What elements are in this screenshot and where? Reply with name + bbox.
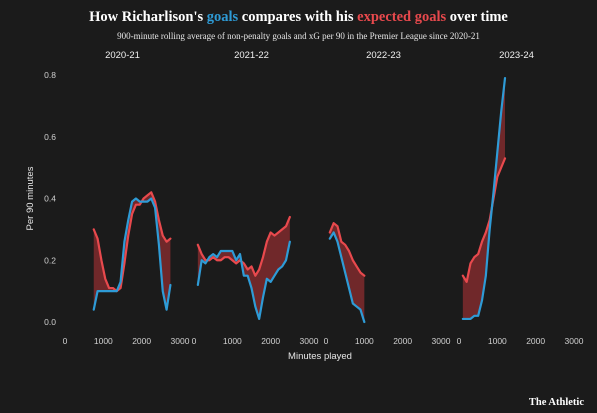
x-axis-label: Minutes played bbox=[288, 351, 352, 362]
title-goals-word: goals bbox=[206, 9, 239, 25]
title-suffix: over time bbox=[446, 9, 508, 25]
title-prefix: How Richarlison's bbox=[89, 9, 207, 25]
goals-series-line bbox=[196, 240, 291, 321]
y-tick-label: 0.6 bbox=[44, 132, 56, 142]
x-tick-label: 1000 bbox=[223, 336, 242, 346]
brand-logo: The Athletic bbox=[528, 397, 584, 408]
x-tick-label: 0 bbox=[192, 336, 197, 346]
season-label: 2022-23 bbox=[366, 50, 401, 61]
goals-xg-gap-area bbox=[329, 223, 365, 322]
season-label: 2021-22 bbox=[234, 50, 269, 61]
x-tick-label: 1000 bbox=[355, 336, 374, 346]
x-tick-label: 2000 bbox=[526, 336, 545, 346]
x-tick-label: 1000 bbox=[94, 336, 113, 346]
xg-series-line bbox=[196, 215, 291, 277]
x-tick-label: 1000 bbox=[488, 336, 507, 346]
xg-series-line bbox=[328, 222, 366, 277]
x-tick-label: 2000 bbox=[261, 336, 280, 346]
x-tick-label: 0 bbox=[457, 336, 462, 346]
season-label: 2023-24 bbox=[499, 50, 534, 61]
x-tick-label: 3000 bbox=[565, 336, 584, 346]
goals-series-line bbox=[461, 76, 507, 321]
y-tick-label: 0.4 bbox=[44, 194, 56, 204]
x-tick-label: 0 bbox=[63, 336, 68, 346]
xg-series-line bbox=[461, 157, 507, 283]
goals-series-line bbox=[92, 197, 172, 311]
y-tick-label: 0.2 bbox=[44, 255, 56, 265]
x-tick-label: 3000 bbox=[432, 336, 451, 346]
x-tick-label: 2000 bbox=[132, 336, 151, 346]
x-tick-label: 0 bbox=[324, 336, 329, 346]
y-tick-label: 0.0 bbox=[44, 317, 56, 327]
y-tick-label: 0.8 bbox=[44, 70, 56, 80]
goals-xg-gap-area bbox=[197, 217, 290, 319]
x-tick-label: 3000 bbox=[171, 336, 190, 346]
goals-series-line bbox=[328, 231, 366, 324]
xg-series-line bbox=[92, 191, 172, 293]
x-tick-label: 3000 bbox=[300, 336, 319, 346]
x-tick-label: 2000 bbox=[393, 336, 412, 346]
chart-subtitle: 900-minute rolling average of non-penalt… bbox=[117, 31, 480, 41]
title-xg-word: expected goals bbox=[357, 9, 447, 25]
chart-title: How Richarlison's goals compares with hi… bbox=[0, 9, 597, 26]
season-label: 2020-21 bbox=[105, 50, 140, 61]
title-middle: compares with his bbox=[238, 9, 358, 25]
y-axis-label: Per 90 minutes bbox=[25, 166, 36, 230]
